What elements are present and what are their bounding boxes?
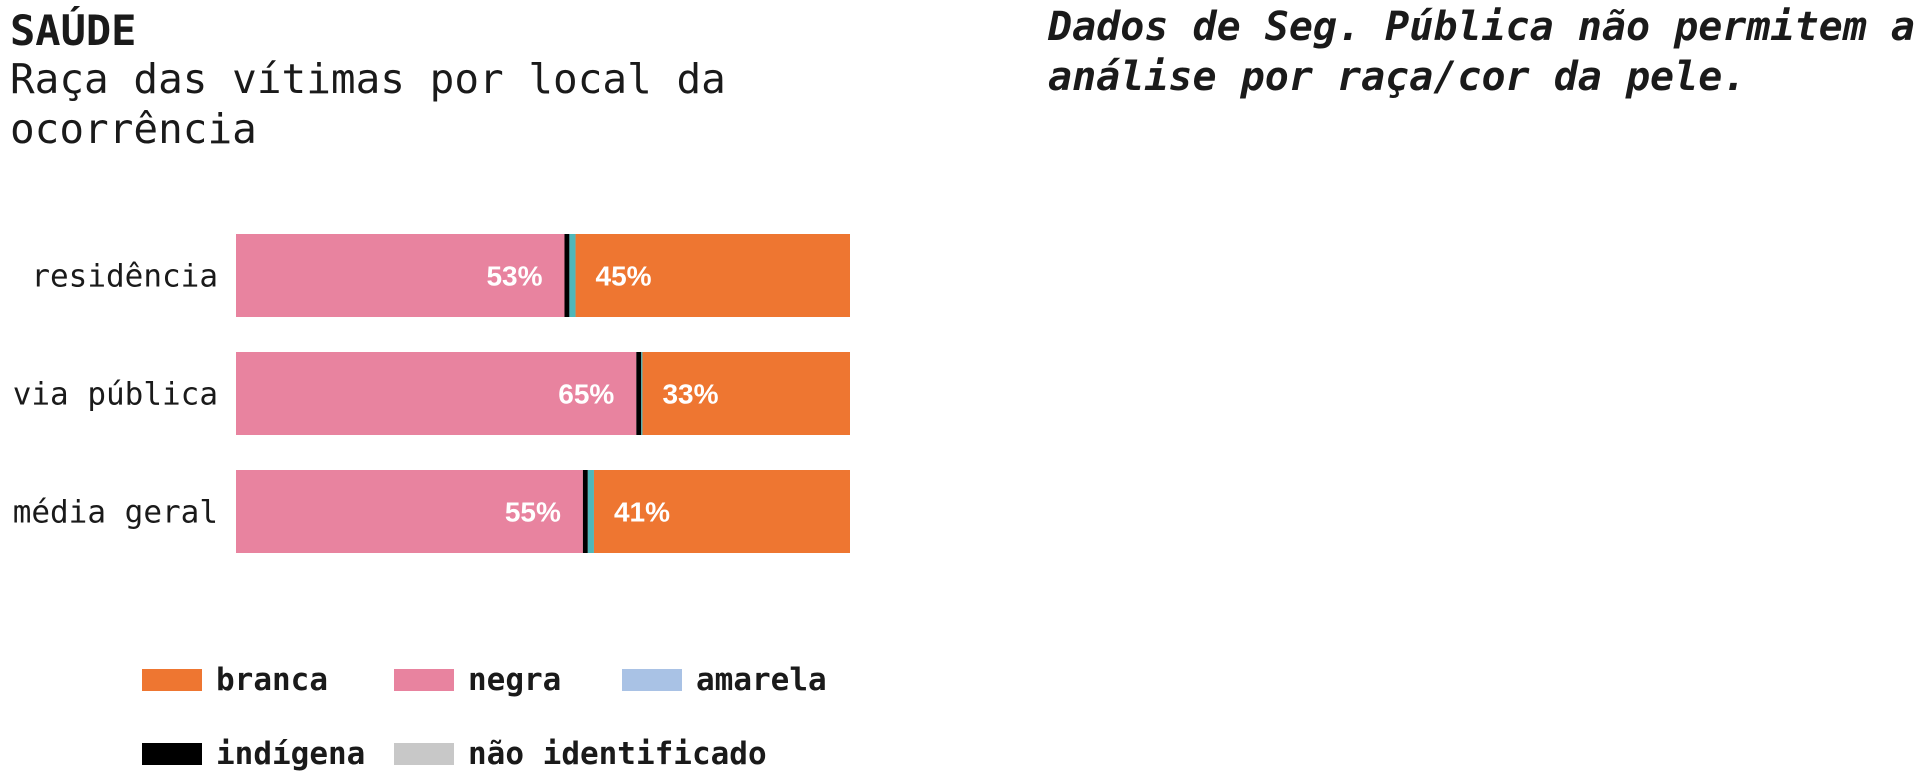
legend-item-nao_identificado: não identificado bbox=[394, 736, 767, 772]
chart-subtitle: Raça das vítimas por local da ocorrência bbox=[10, 55, 726, 153]
legend-swatch bbox=[622, 669, 682, 691]
bar-segment bbox=[564, 234, 570, 317]
legend-item-indigena: indígena bbox=[142, 736, 365, 772]
bar-segment bbox=[236, 352, 637, 435]
data-label: 45% bbox=[596, 261, 652, 292]
bar-segment bbox=[236, 470, 583, 553]
data-label: 33% bbox=[662, 379, 718, 410]
data-label: 41% bbox=[614, 497, 670, 528]
bar-segment bbox=[593, 470, 850, 553]
legend-label: branca bbox=[216, 662, 328, 698]
data-label: 65% bbox=[558, 379, 614, 410]
bar-segment bbox=[636, 352, 642, 435]
legend-swatch bbox=[394, 743, 454, 765]
bar-segment bbox=[575, 234, 850, 317]
data-note: Dados de Seg. Pública não permitem a aná… bbox=[1048, 4, 1915, 100]
bar-segment bbox=[236, 234, 565, 317]
data-label: 53% bbox=[486, 261, 542, 292]
legend: branca negra amarela indígena não identifica… bbox=[142, 662, 902, 778]
legend-label: não identificado bbox=[468, 736, 767, 772]
bar-segment bbox=[569, 234, 576, 317]
legend-label: indígena bbox=[216, 736, 366, 772]
bar-segment bbox=[641, 352, 643, 435]
legend-swatch bbox=[394, 669, 454, 691]
data-label: 55% bbox=[505, 497, 561, 528]
bar-segment bbox=[582, 470, 588, 553]
legend-item-amarela: amarela bbox=[622, 662, 827, 698]
bar-segment bbox=[587, 470, 594, 553]
legend-item-negra: negra bbox=[394, 662, 561, 698]
category-label: média geral bbox=[13, 495, 218, 531]
legend-item-branca: branca bbox=[142, 662, 328, 698]
category-label: via pública bbox=[13, 377, 218, 413]
legend-label: negra bbox=[468, 662, 562, 698]
legend-swatch bbox=[142, 669, 202, 691]
chart-title: SAÚDE bbox=[10, 6, 137, 55]
legend-swatch bbox=[142, 743, 202, 765]
category-label: residência bbox=[31, 259, 218, 295]
bar-segment bbox=[642, 352, 850, 435]
legend-label: amarela bbox=[696, 662, 827, 698]
